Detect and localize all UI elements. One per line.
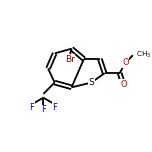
- Text: CH$_3$: CH$_3$: [136, 50, 151, 60]
- Text: F: F: [41, 105, 46, 114]
- Text: O: O: [122, 58, 129, 67]
- Text: Br: Br: [65, 55, 75, 64]
- Text: O: O: [120, 80, 127, 89]
- Text: F: F: [30, 103, 35, 112]
- Text: S: S: [88, 78, 94, 87]
- Text: F: F: [52, 103, 57, 112]
